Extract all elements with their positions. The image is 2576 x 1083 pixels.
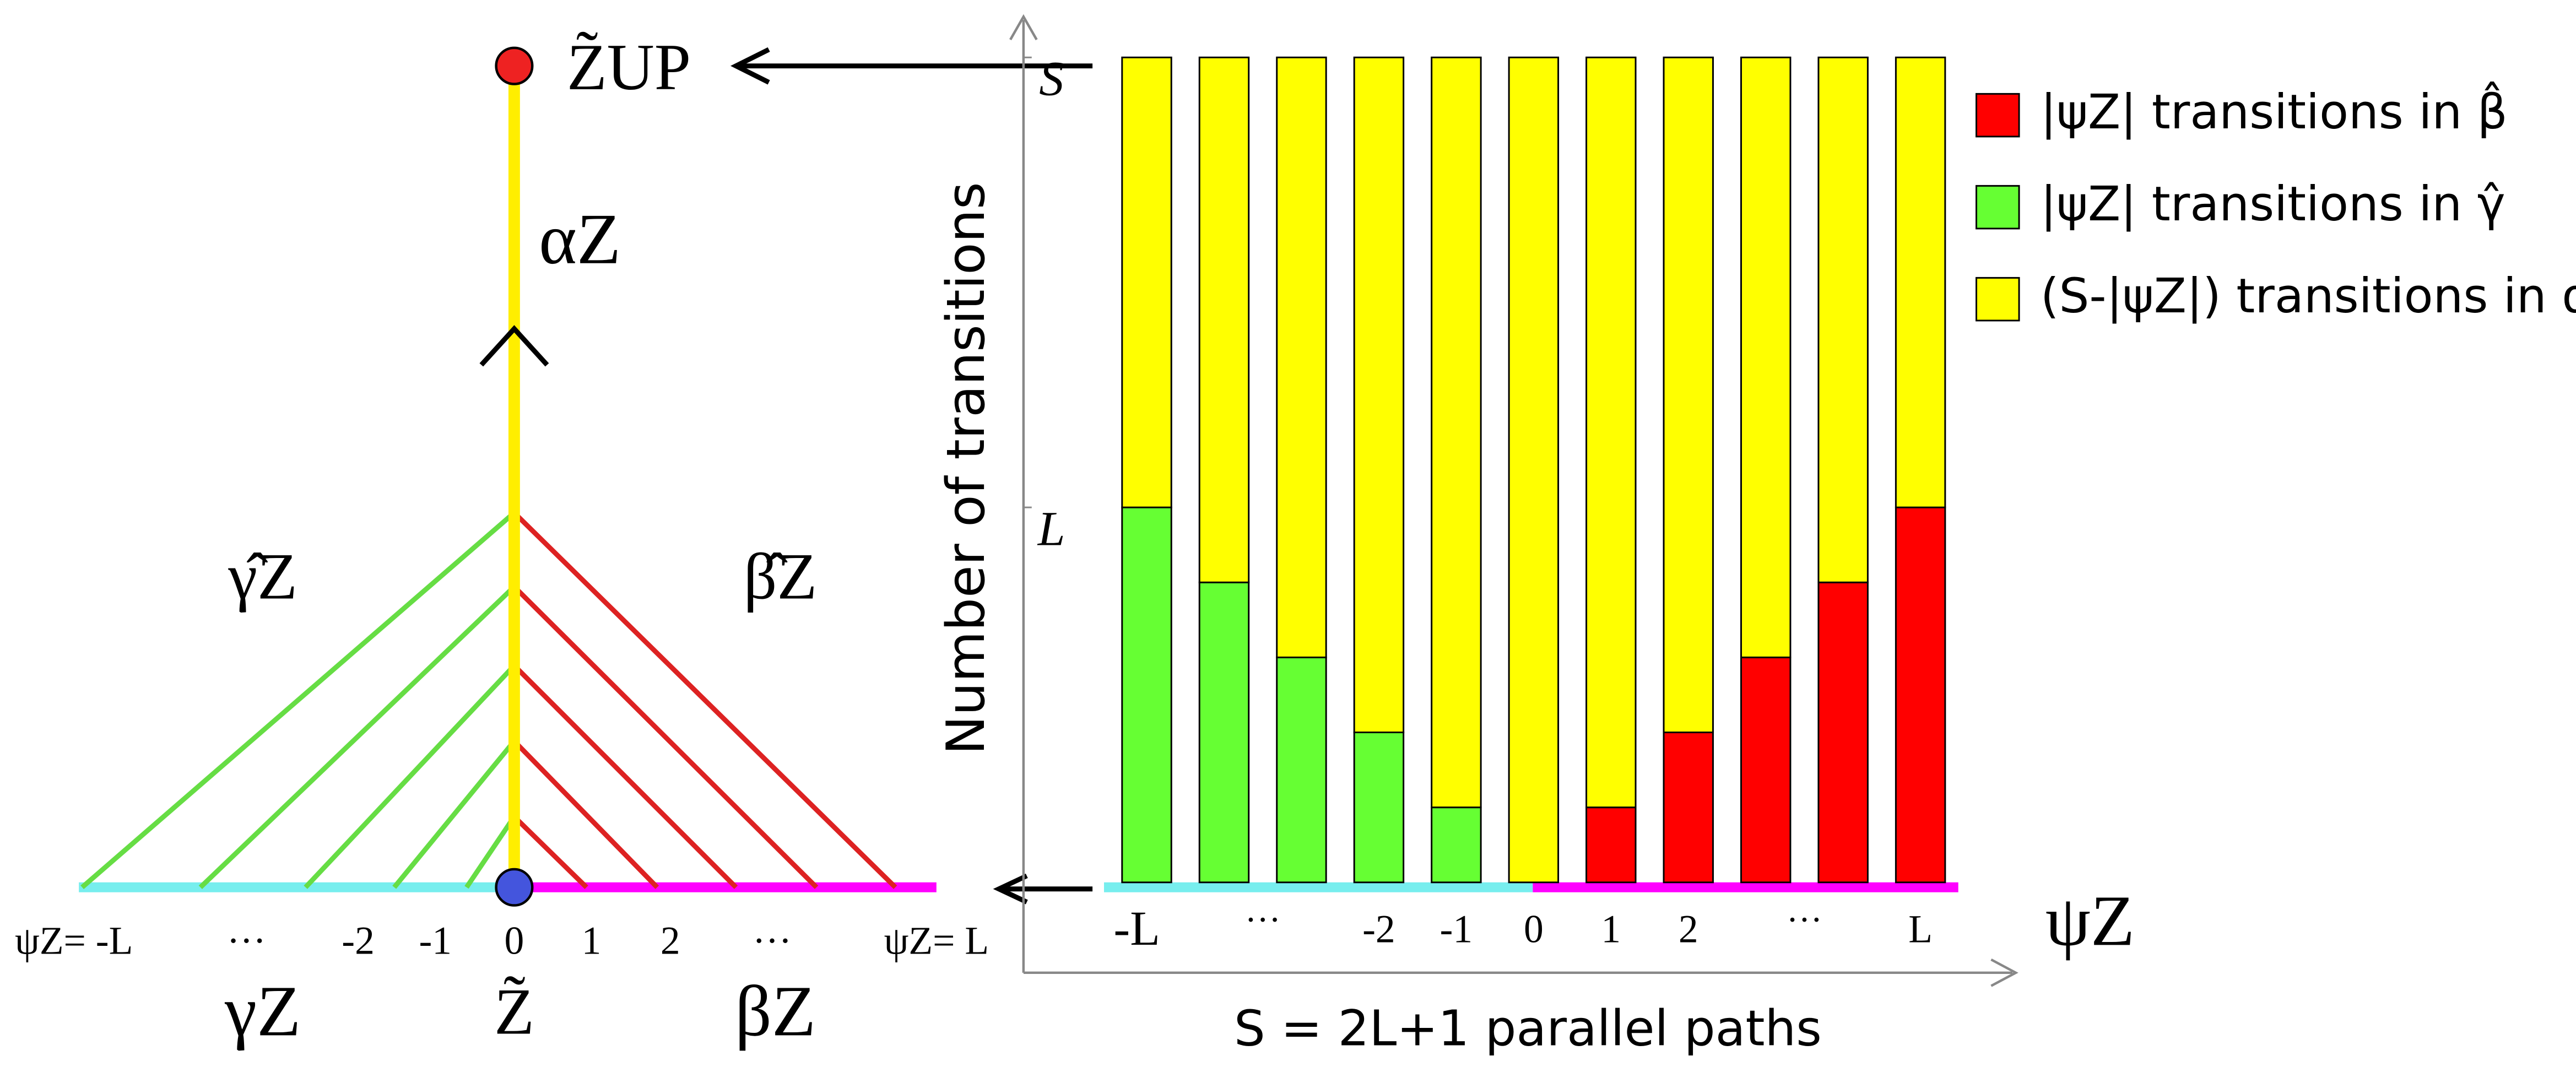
beta-label: βZ xyxy=(735,971,816,1051)
bar-segment xyxy=(1353,732,1405,884)
bar-segment xyxy=(1121,56,1172,508)
x-axis-title: S = 2L+1 parallel paths xyxy=(1234,1000,1822,1058)
x-tick-label: -L xyxy=(1113,901,1160,956)
bar-segment xyxy=(1276,656,1327,884)
bar-segment xyxy=(1740,656,1792,884)
bar-segment xyxy=(1663,56,1714,734)
legend-label: |ψZ| transitions in γ̂ xyxy=(2041,177,2505,232)
arrowhead xyxy=(730,47,770,85)
x-tick-annotation: ··· xyxy=(1787,900,1823,940)
y-tick-label: S xyxy=(1039,51,1064,106)
alpha-label: αZ xyxy=(539,199,621,279)
legend-label: |ψZ| transitions in β̂ xyxy=(2041,81,2508,140)
top-node xyxy=(495,46,534,85)
bar-segment xyxy=(1431,806,1482,884)
psi-label: ψZ= -L xyxy=(15,919,133,963)
x-tick-label: -1 xyxy=(1440,908,1473,951)
bar-segment xyxy=(1198,56,1250,583)
psi-label: -1 xyxy=(419,919,452,963)
bar-segment xyxy=(1663,732,1714,884)
psi-label: 0 xyxy=(505,919,524,963)
bar-segment xyxy=(1740,56,1792,658)
bar-segment xyxy=(1817,56,1869,583)
psi-label: 2 xyxy=(661,919,680,963)
gamma-hat-label: γ̂Z xyxy=(228,540,297,613)
beta-hat-label: β̂Z xyxy=(744,540,818,613)
bar-segment xyxy=(1198,581,1250,884)
psi-label: -2 xyxy=(342,919,375,963)
psi-label: ··· xyxy=(753,919,792,963)
x-axis-symbol: ψZ xyxy=(2045,881,2135,961)
legend-label: (S-|ψZ|) transitions in α xyxy=(2041,269,2576,324)
bottom-node xyxy=(495,868,534,907)
x-tick-label: L xyxy=(1908,908,1933,951)
arrowhead xyxy=(993,873,1028,905)
x-tick-label: 0 xyxy=(1524,908,1544,951)
bar-segment xyxy=(1585,56,1637,809)
arrowhead xyxy=(479,325,549,367)
bar-segment xyxy=(1895,506,1946,884)
x-tick-label: -2 xyxy=(1362,908,1395,951)
x-tick-label: 2 xyxy=(1679,908,1698,951)
gamma-label: γZ xyxy=(224,971,301,1051)
y-axis-title: Number of transitions xyxy=(935,182,997,755)
x-tick-annotation: ··· xyxy=(1244,900,1281,940)
beta-paths xyxy=(512,511,897,889)
bar-segment xyxy=(1508,56,1560,884)
bar-segment xyxy=(1276,56,1327,658)
bar-segment xyxy=(1431,56,1482,809)
top-node-label: Z̃UP xyxy=(567,31,691,104)
y-tick-label: L xyxy=(1037,501,1065,556)
psi-label: 1 xyxy=(582,919,602,963)
psi-label: ψZ= L xyxy=(884,919,989,963)
bar-segment xyxy=(1895,56,1946,508)
bar-segment xyxy=(1353,56,1405,734)
bar-segment xyxy=(1585,806,1637,884)
bar-segment xyxy=(1817,581,1869,884)
legend-swatch xyxy=(1976,185,2020,230)
diagram xyxy=(79,46,1093,907)
x-tick-label: 1 xyxy=(1601,908,1621,951)
legend-swatch xyxy=(1976,93,2020,138)
axes xyxy=(1009,14,2018,987)
psi-label: ··· xyxy=(227,919,266,963)
gamma-paths xyxy=(80,511,517,890)
bottom-node-label: Z̃ xyxy=(494,976,534,1048)
legend-swatch xyxy=(1976,277,2020,322)
bar-segment xyxy=(1121,506,1172,884)
